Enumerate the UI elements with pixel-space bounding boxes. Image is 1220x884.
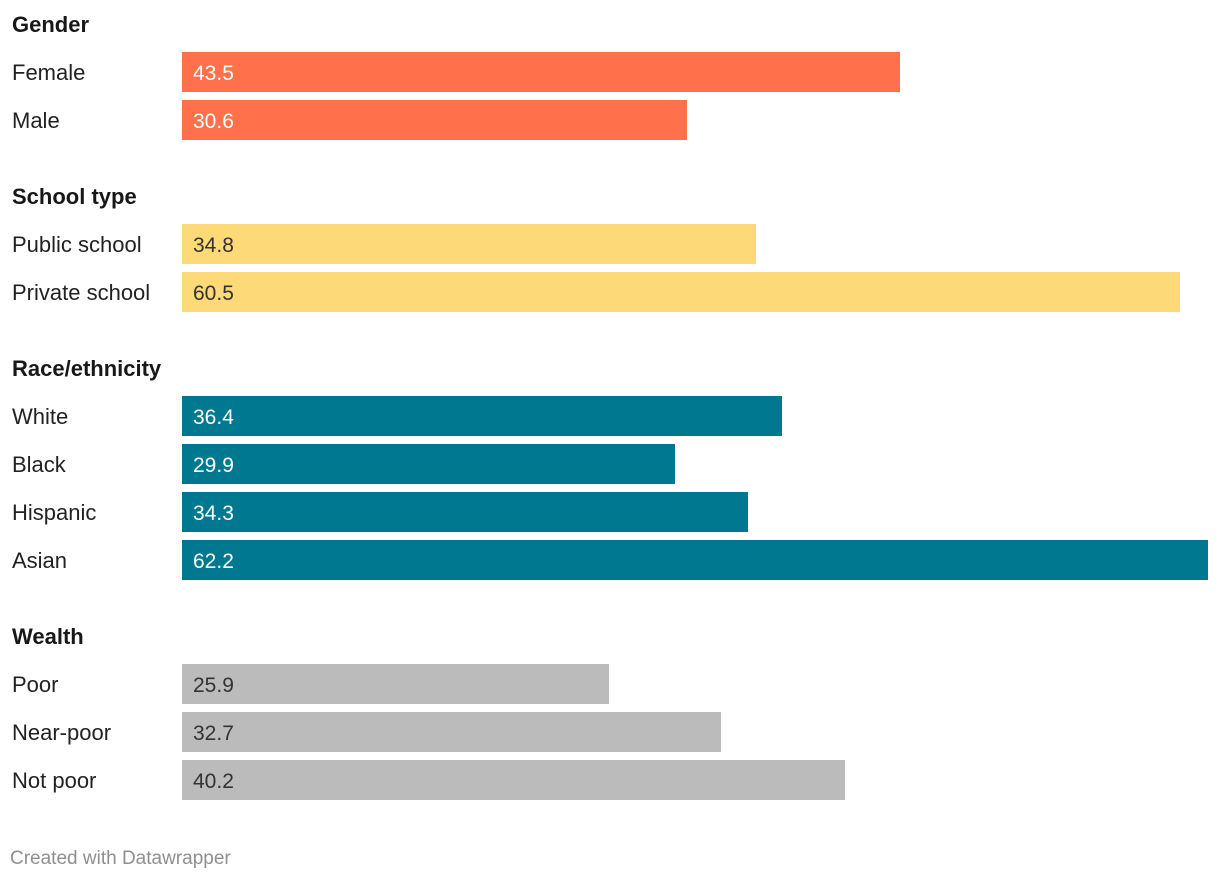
category-label: Asian [12, 548, 67, 573]
bar [182, 224, 756, 264]
category-label: Poor [12, 672, 58, 697]
bar [182, 100, 687, 140]
value-label: 30.6 [193, 110, 234, 133]
bar-row-near-poor: Near-poor 32.7 [12, 712, 721, 752]
group-wealth: Wealth Poor 25.9 Near-poor 32.7 Not poor 40.2 [12, 624, 845, 800]
group-title: Gender [12, 12, 89, 37]
grouped-bar-chart: Gender Female 43.5 Male 30.6 School type Publi… [12, 12, 1208, 800]
value-label: 34.3 [193, 502, 234, 525]
bar [182, 540, 1208, 580]
bar-row-private-school: Private school 60.5 [12, 272, 1180, 312]
value-label: 36.4 [193, 406, 234, 429]
bar-row-public-school: Public school 34.8 [12, 224, 756, 264]
bar-row-poor: Poor 25.9 [12, 664, 609, 704]
bar-row-not-poor: Not poor 40.2 [12, 760, 845, 800]
category-label: Hispanic [12, 500, 96, 525]
value-label: 34.8 [193, 234, 234, 257]
datawrapper-credit: Created with Datawrapper [10, 848, 231, 869]
group-title: Race/ethnicity [12, 356, 162, 381]
group-gender: Gender Female 43.5 Male 30.6 [12, 12, 900, 140]
bar-row-asian: Asian 62.2 [12, 540, 1208, 580]
bar-row-black: Black 29.9 [12, 444, 675, 484]
category-label: Public school [12, 232, 142, 257]
group-race-ethnicity: Race/ethnicity White 36.4 Black 29.9 Hispanic… [12, 356, 1208, 580]
value-label: 40.2 [193, 770, 234, 793]
bar-row-hispanic: Hispanic 34.3 [12, 492, 748, 532]
value-label: 29.9 [193, 454, 234, 477]
group-title: School type [12, 184, 137, 209]
group-title: Wealth [12, 624, 84, 649]
bar [182, 52, 900, 92]
value-label: 25.9 [193, 674, 234, 697]
category-label: Black [12, 452, 67, 477]
bar [182, 664, 609, 704]
value-label: 62.2 [193, 550, 234, 573]
bar [182, 272, 1180, 312]
category-label: Not poor [12, 768, 96, 793]
category-label: White [12, 404, 68, 429]
bar [182, 712, 721, 752]
bar [182, 760, 845, 800]
bar-row-white: White 36.4 [12, 396, 782, 436]
group-school-type: School type Public school 34.8 Private scho… [12, 184, 1180, 312]
value-label: 43.5 [193, 62, 234, 85]
bar-row-male: Male 30.6 [12, 100, 687, 140]
bar [182, 396, 782, 436]
category-label: Male [12, 108, 60, 133]
bar-row-female: Female 43.5 [12, 52, 900, 92]
value-label: 32.7 [193, 722, 234, 745]
category-label: Near-poor [12, 720, 111, 745]
bar [182, 492, 748, 532]
category-label: Female [12, 60, 85, 85]
value-label: 60.5 [193, 282, 234, 305]
bar [182, 444, 675, 484]
category-label: Private school [12, 280, 150, 305]
